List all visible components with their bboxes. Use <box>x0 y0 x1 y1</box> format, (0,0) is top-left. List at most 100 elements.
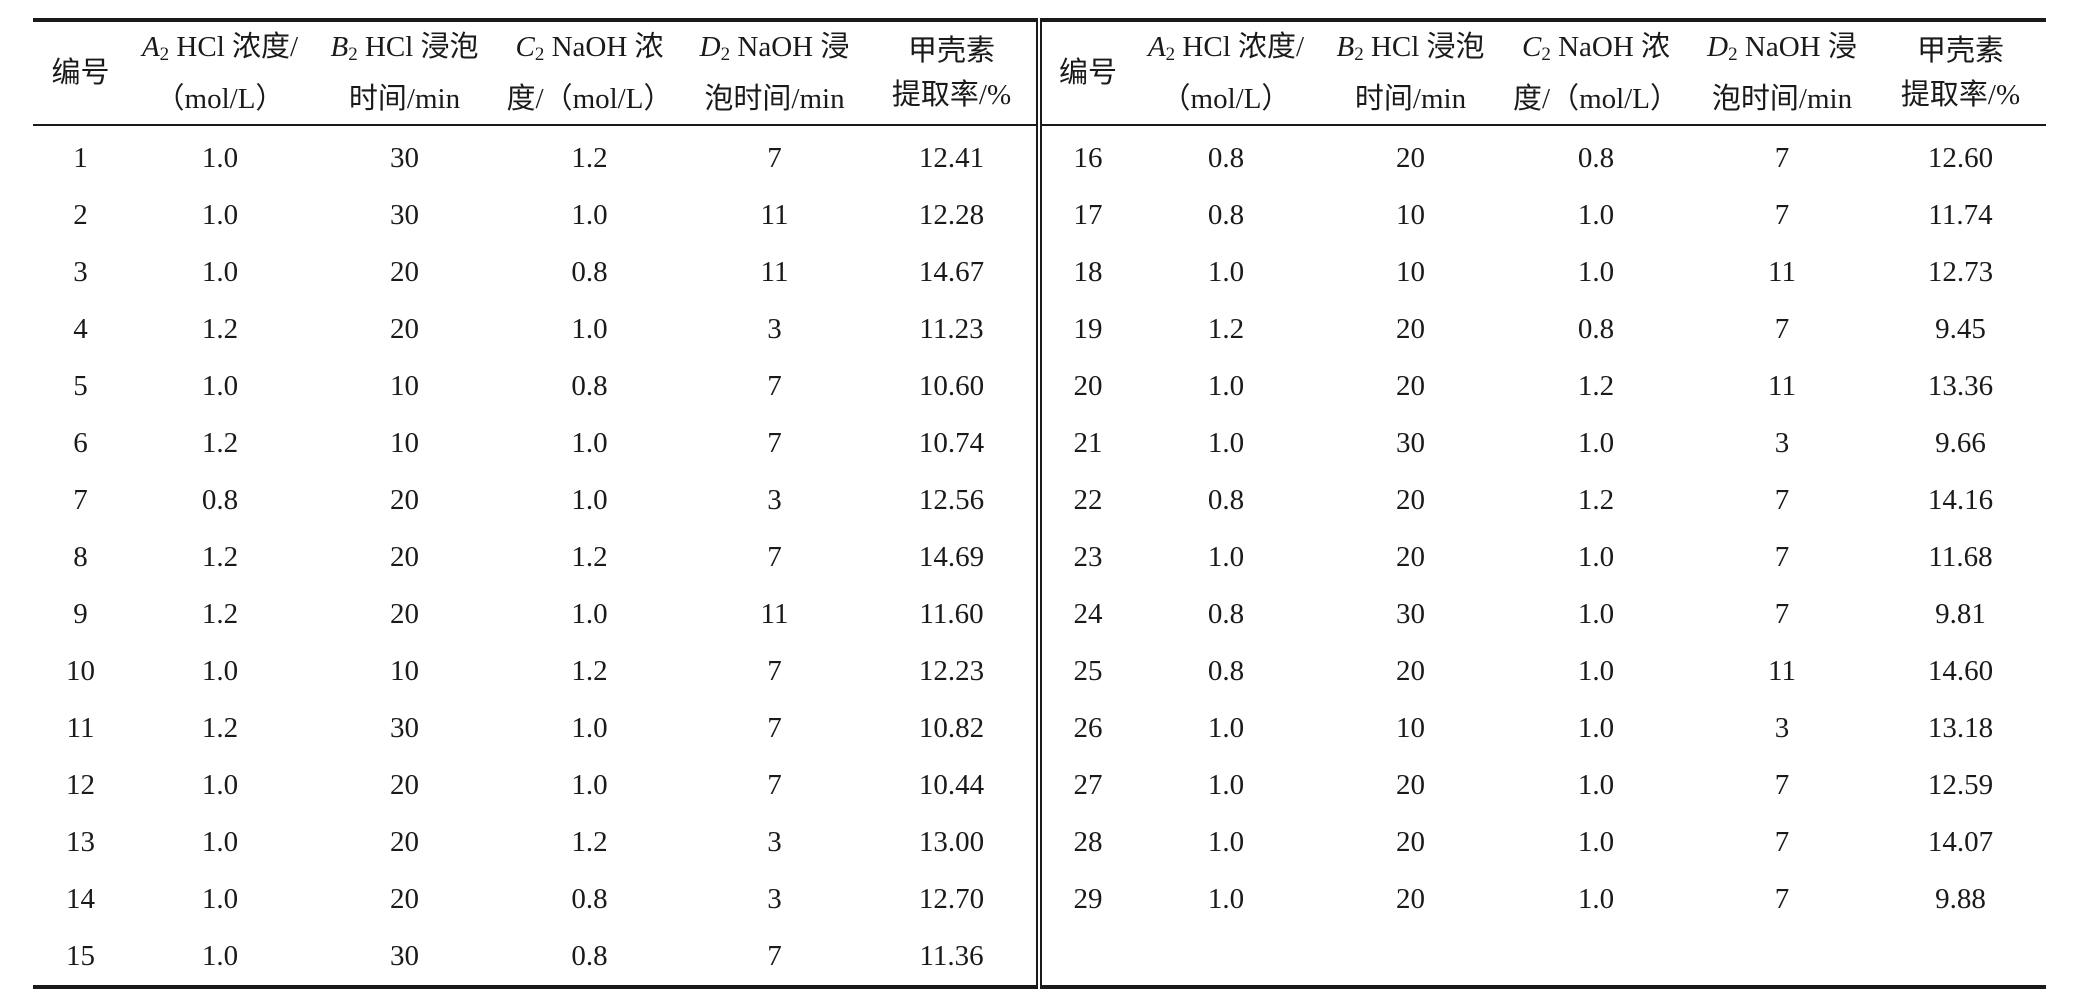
header-text: NaOH 浓 <box>1550 31 1671 63</box>
table-cell-col-naoh-concentration: 1.0 <box>1577 598 1615 630</box>
table-cell-col-hcl-concentration: 1.2 <box>201 598 239 630</box>
header-line-2: 提取率/% <box>891 79 1012 111</box>
table-cell-col-number: 24 <box>1036 586 1134 643</box>
table-cell-col-number <box>1036 928 1134 987</box>
header-line-2: （mol/L） <box>155 83 285 115</box>
table-cell-col-hcl-concentration: 0.8 <box>1207 142 1245 174</box>
table-row: 2 1.0 30 1.0 11 12.28 17 0.8 10 1.0 7 11.74 <box>33 187 2046 244</box>
header-line-2: 泡时间/min <box>1711 83 1853 115</box>
table-cell-col-number: 7 <box>73 484 88 516</box>
table-cell-col-extraction-rate: 14.69 <box>918 541 985 573</box>
table-cell-col-hcl-soak-time: 30 <box>390 940 419 972</box>
table-row: 4 1.2 20 1.0 3 11.23 19 1.2 20 0.8 7 9.45 <box>33 301 2046 358</box>
header-line-1: D2 NaOH 浸 <box>1689 25 1875 77</box>
header-col-extraction-rate-right: 甲壳素 提取率/% <box>1875 20 2046 126</box>
table-cell-col-naoh-soak-time: 3 <box>767 826 782 858</box>
table-cell-col-hcl-concentration: 1.2 <box>201 427 239 459</box>
table-cell-col-naoh-soak-time: 7 <box>1774 199 1790 231</box>
table-cell-col-number: 16 <box>1036 125 1134 187</box>
table-cell-col-naoh-soak-time: 11 <box>760 598 789 630</box>
factor-subscript: 2 <box>1354 44 1364 65</box>
header-line-2: 度/（mol/L） <box>506 83 673 115</box>
table-cell-col-number: 26 <box>1036 700 1134 757</box>
table-cell-col-number: 8 <box>73 541 88 573</box>
table-cell-col-hcl-soak-time: 30 <box>390 712 419 744</box>
table-cell-col-extraction-rate: 14.60 <box>1927 655 1994 687</box>
table-cell-col-hcl-concentration: 1.2 <box>201 712 239 744</box>
table-cell-col-naoh-concentration: 1.0 <box>571 313 608 345</box>
header-text: HCl 浓度/ <box>1175 31 1305 63</box>
header-col-hcl-soak-time-right: B2 HCl 浸泡 时间/min <box>1318 20 1503 126</box>
table-cell-col-hcl-soak-time: 20 <box>1396 655 1425 687</box>
table-cell-col-extraction-rate: 11.60 <box>919 598 984 630</box>
table-cell-col-hcl-soak-time: 20 <box>390 826 419 858</box>
table-cell-col-hcl-concentration: 0.8 <box>201 484 239 516</box>
table-cell-col-hcl-soak-time: 20 <box>1396 541 1425 573</box>
header-line-1: D2 NaOH 浸 <box>682 25 867 77</box>
table-cell-col-hcl-concentration: 1.0 <box>1207 769 1245 801</box>
header-line-1: C2 NaOH 浓 <box>497 25 682 77</box>
table-cell-col-hcl-soak-time: 30 <box>1396 427 1425 459</box>
table-row: 13 1.0 20 1.2 3 13.00 28 1.0 20 1.0 7 14.07 <box>33 814 2046 871</box>
table-cell-col-hcl-soak-time: 20 <box>1396 313 1425 345</box>
header-col-number-right: 编号 <box>1036 20 1134 126</box>
table-cell-col-extraction-rate: 12.60 <box>1927 142 1994 174</box>
table-cell-col-hcl-soak-time: 20 <box>1396 370 1425 402</box>
factor-letter: A <box>141 31 160 63</box>
header-line-1: 甲壳素 <box>867 29 1036 73</box>
table-cell-col-naoh-concentration: 1.2 <box>1577 370 1615 402</box>
table-cell-col-number: 15 <box>66 940 95 972</box>
table-cell-col-extraction-rate: 10.82 <box>918 712 985 744</box>
table-cell-col-number: 9 <box>73 598 88 630</box>
table-cell-col-naoh-soak-time: 3 <box>767 313 782 345</box>
table-cell-col-naoh-concentration: 1.0 <box>571 427 608 459</box>
table-cell-col-extraction-rate: 10.60 <box>918 370 985 402</box>
table-cell-col-hcl-concentration: 1.0 <box>201 199 239 231</box>
table-cell-col-naoh-soak-time: 7 <box>767 940 782 972</box>
header-line-1: 甲壳素 <box>1875 29 2046 73</box>
table-cell-col-number: 5 <box>73 370 88 402</box>
table-cell-col-extraction-rate: 14.67 <box>918 256 985 288</box>
table-cell-col-hcl-concentration: 1.2 <box>201 313 239 345</box>
table-cell-col-naoh-soak-time: 7 <box>767 655 782 687</box>
factor-letter: C <box>1521 31 1542 63</box>
header-text: NaOH 浸 <box>730 31 850 63</box>
table-cell-col-hcl-concentration: 1.0 <box>201 142 239 174</box>
table-cell-col-hcl-soak-time: 30 <box>390 199 419 231</box>
table-cell-col-hcl-soak-time: 10 <box>390 427 419 459</box>
table-cell-col-naoh-concentration: 0.8 <box>571 256 608 288</box>
factor-subscript: 2 <box>534 44 545 65</box>
table-cell-col-hcl-concentration <box>1134 928 1318 987</box>
factor-letter: D <box>699 31 721 63</box>
table-cell-col-hcl-soak-time: 30 <box>390 142 419 174</box>
table-cell-col-naoh-soak-time: 7 <box>1774 826 1790 858</box>
header-line-2: （mol/L） <box>1161 83 1291 115</box>
header-text: HCl 浸泡 <box>357 31 479 63</box>
table-cell-col-number: 2 <box>73 199 88 231</box>
header-col-extraction-rate-left: 甲壳素提取率/% <box>867 20 1039 126</box>
table-cell-col-naoh-soak-time: 3 <box>767 484 782 516</box>
table-cell-col-hcl-concentration: 1.0 <box>201 883 239 915</box>
header-text: HCl 浸泡 <box>1363 31 1485 63</box>
header-col-hcl-soak-time-left: B2 HCl 浸泡 时间/min <box>312 20 497 126</box>
table-row: 6 1.2 10 1.0 7 10.74 21 1.0 30 1.0 3 9.66 <box>33 415 2046 472</box>
factor-letter: C <box>515 31 535 63</box>
header-line-1: A2 HCl 浓度/ <box>128 25 312 77</box>
table-cell-col-naoh-soak-time: 7 <box>1774 541 1790 573</box>
factor-subscript: 2 <box>720 44 731 65</box>
table-cell-col-naoh-concentration: 1.2 <box>571 142 608 174</box>
table-cell-col-extraction-rate: 12.73 <box>1927 256 1994 288</box>
table-cell-col-number: 23 <box>1036 529 1134 586</box>
factor-subscript: 2 <box>1541 44 1551 65</box>
table-cell-col-extraction-rate: 14.16 <box>1927 484 1994 516</box>
table-cell-col-number: 3 <box>73 256 88 288</box>
table-cell-col-hcl-soak-time: 10 <box>1396 712 1425 744</box>
table-cell-col-number: 21 <box>1036 415 1134 472</box>
table-cell-col-number: 22 <box>1036 472 1134 529</box>
table-cell-col-extraction-rate: 9.88 <box>1935 883 1986 915</box>
table-cell-col-number: 13 <box>66 826 95 858</box>
table-cell-col-hcl-concentration: 0.8 <box>1207 598 1245 630</box>
header-col-hcl-concentration-left: A2 HCl 浓度/ （mol/L） <box>128 20 312 126</box>
table-cell-col-naoh-concentration: 1.0 <box>1577 883 1615 915</box>
table-cell-col-number: 1 <box>73 142 88 174</box>
